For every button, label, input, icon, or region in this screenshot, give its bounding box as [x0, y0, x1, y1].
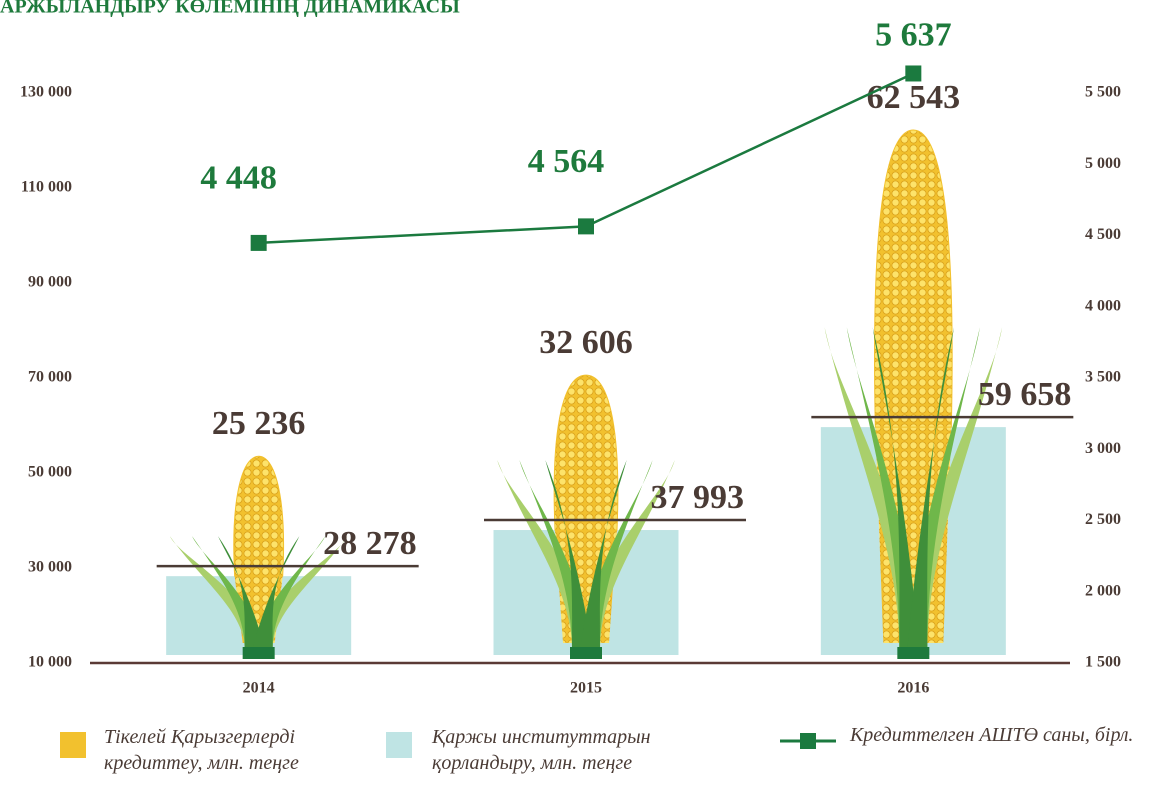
y2-tick-label: 2 000 [1085, 582, 1121, 599]
data-label: 62 543 [867, 79, 961, 116]
line-marker [578, 218, 594, 235]
y-tick-label: 10 000 [28, 654, 72, 671]
stalk [570, 647, 602, 659]
y2-tick-label: 1 500 [1085, 654, 1121, 671]
y2-tick-label: 3 500 [1085, 369, 1121, 386]
line-marker [250, 234, 267, 251]
cob-lower [875, 427, 952, 643]
y-tick-label: 30 000 [28, 559, 72, 576]
leaf [545, 460, 592, 649]
y-tick-label: 110 000 [21, 179, 72, 196]
legend-label: Тікелей Қарызгерлерді кредиттеу, млн. те… [104, 726, 299, 774]
leaf [872, 327, 920, 649]
leaf [252, 536, 300, 649]
line-label: 5 637 [875, 16, 952, 53]
legend-label: Кредиттелген АШТӨ саны, бірл. [850, 724, 1134, 746]
x-tick-label: 2014 [243, 680, 275, 697]
line-marker [905, 65, 922, 82]
x-tick-label: 2015 [570, 680, 602, 697]
y-tick-label: 90 000 [28, 274, 72, 291]
line-label: 4 448 [200, 160, 277, 197]
leaf [907, 327, 955, 649]
y2-tick-label: 3 000 [1085, 440, 1121, 457]
y2-tick-label: 5 500 [1085, 84, 1121, 101]
line-label: 4 564 [528, 143, 605, 180]
legend-label: Қаржы институттарын қорландыру, млн. тең… [432, 726, 651, 774]
y-tick-label: 130 000 [20, 84, 72, 101]
stalk [242, 647, 275, 659]
data-label: 32 606 [539, 324, 633, 361]
data-label: 28 278 [323, 525, 417, 562]
legend-swatch [386, 732, 412, 758]
data-label: 37 993 [651, 479, 745, 516]
bar [553, 374, 619, 531]
leaf [217, 536, 265, 649]
bar [233, 455, 285, 577]
chart-title: АРЖЫЛАНДЫРУ КӨЛЕМІНІҢ ДИНАМИКАСЫ [0, 0, 460, 18]
x-tick-label: 2016 [897, 680, 929, 697]
y2-tick-label: 5 000 [1085, 155, 1121, 172]
y2-tick-label: 4 500 [1085, 226, 1121, 243]
data-label: 59 658 [978, 376, 1072, 413]
y-tick-label: 50 000 [28, 464, 72, 481]
stalk [897, 647, 930, 659]
y2-tick-label: 2 500 [1085, 511, 1121, 528]
y-tick-label: 70 000 [28, 369, 72, 386]
y2-tick-label: 4 000 [1085, 297, 1121, 314]
data-label: 25 236 [212, 405, 306, 442]
legend-marker [800, 733, 816, 749]
legend-swatch [60, 732, 86, 758]
bar [874, 129, 953, 428]
leaf [580, 460, 627, 649]
